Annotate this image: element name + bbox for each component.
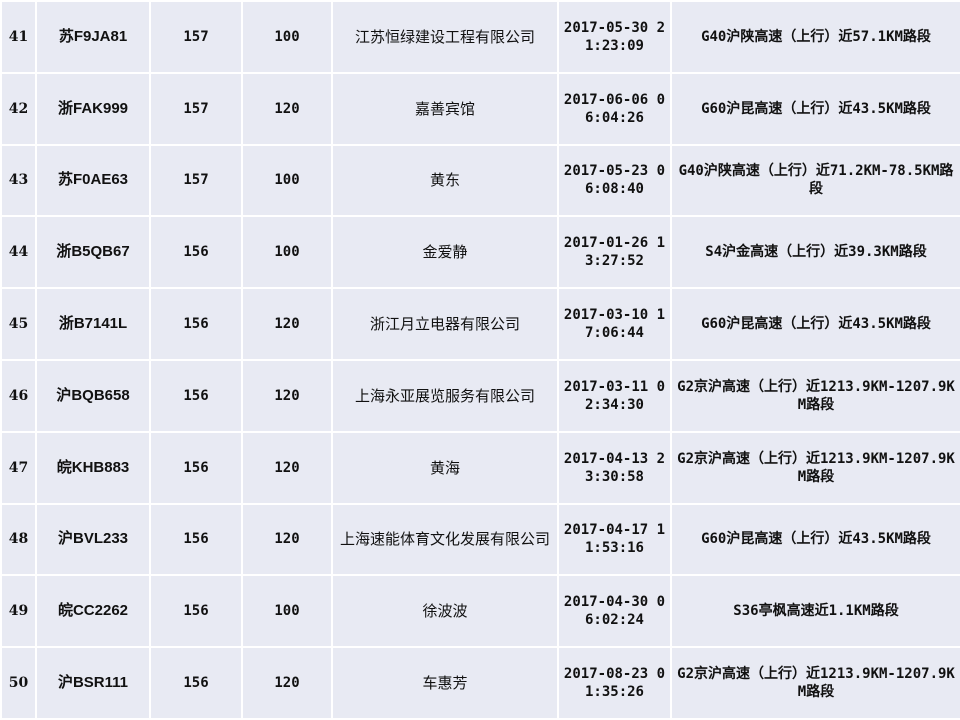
table-row: 50 沪BSR111 156 120 车惠芳 2017-08-23 01:35:26 G2京… bbox=[0, 646, 960, 720]
cell-timestamp: 2017-03-10 17:06:44 bbox=[557, 287, 672, 361]
cell-location: S4沪金高速（上行）近39.3KM路段 bbox=[670, 215, 960, 290]
cell-speed: 157 bbox=[149, 0, 243, 74]
cell-owner: 黄海 bbox=[331, 430, 559, 505]
cell-row-number: 41 bbox=[0, 0, 37, 74]
cell-speed: 156 bbox=[149, 215, 243, 290]
cell-plate-number: 苏F9JA81 bbox=[35, 0, 151, 74]
cell-timestamp: 2017-08-23 01:35:26 bbox=[557, 646, 672, 720]
table-row: 47 皖KHB883 156 120 黄海 2017-04-13 23:30:58 G2京沪… bbox=[0, 430, 960, 505]
table-row: 44 浙B5QB67 156 100 金爱静 2017-01-26 13:27:52 S4沪… bbox=[0, 215, 960, 290]
cell-speed: 157 bbox=[149, 143, 243, 218]
cell-owner: 嘉善宾馆 bbox=[331, 71, 559, 146]
cell-owner: 黄东 bbox=[331, 143, 559, 218]
cell-location: G40沪陕高速（上行）近71.2KM-78.5KM路段 bbox=[670, 143, 960, 218]
cell-timestamp: 2017-05-23 06:08:40 bbox=[557, 143, 672, 218]
cell-plate-number: 沪BQB658 bbox=[35, 358, 151, 433]
cell-row-number: 50 bbox=[0, 646, 37, 720]
table-row: 46 沪BQB658 156 120 上海永亚展览服务有限公司 2017-03-11 02… bbox=[0, 358, 960, 433]
cell-plate-number: 浙B5QB67 bbox=[35, 215, 151, 290]
cell-speed-limit: 120 bbox=[241, 287, 333, 361]
cell-owner: 浙江月立电器有限公司 bbox=[331, 287, 559, 361]
cell-speed-limit: 120 bbox=[241, 358, 333, 433]
cell-row-number: 43 bbox=[0, 143, 37, 218]
cell-location: G60沪昆高速（上行）近43.5KM路段 bbox=[670, 287, 960, 361]
cell-timestamp: 2017-04-30 06:02:24 bbox=[557, 574, 672, 649]
cell-plate-number: 浙FAK999 bbox=[35, 71, 151, 146]
cell-speed-limit: 120 bbox=[241, 430, 333, 505]
cell-timestamp: 2017-06-06 06:04:26 bbox=[557, 71, 672, 146]
cell-speed: 156 bbox=[149, 430, 243, 505]
cell-speed: 156 bbox=[149, 502, 243, 577]
cell-owner: 上海速能体育文化发展有限公司 bbox=[331, 502, 559, 577]
cell-owner: 金爱静 bbox=[331, 215, 559, 290]
cell-speed: 156 bbox=[149, 574, 243, 649]
cell-plate-number: 苏F0AE63 bbox=[35, 143, 151, 218]
cell-timestamp: 2017-03-11 02:34:30 bbox=[557, 358, 672, 433]
cell-speed-limit: 100 bbox=[241, 574, 333, 649]
cell-plate-number: 皖KHB883 bbox=[35, 430, 151, 505]
cell-speed: 156 bbox=[149, 646, 243, 720]
table-row: 48 沪BVL233 156 120 上海速能体育文化发展有限公司 2017-04-17 … bbox=[0, 502, 960, 577]
cell-row-number: 42 bbox=[0, 71, 37, 146]
cell-speed-limit: 120 bbox=[241, 502, 333, 577]
cell-row-number: 47 bbox=[0, 430, 37, 505]
cell-row-number: 48 bbox=[0, 502, 37, 577]
cell-timestamp: 2017-05-30 21:23:09 bbox=[557, 0, 672, 74]
cell-speed-limit: 120 bbox=[241, 71, 333, 146]
cell-plate-number: 沪BSR111 bbox=[35, 646, 151, 720]
cell-row-number: 45 bbox=[0, 287, 37, 361]
cell-speed: 156 bbox=[149, 287, 243, 361]
table-row: 43 苏F0AE63 157 100 黄东 2017-05-23 06:08:40 G40沪… bbox=[0, 143, 960, 218]
cell-timestamp: 2017-04-17 11:53:16 bbox=[557, 502, 672, 577]
cell-speed-limit: 100 bbox=[241, 143, 333, 218]
cell-plate-number: 浙B7141L bbox=[35, 287, 151, 361]
cell-location: G40沪陕高速（上行）近57.1KM路段 bbox=[670, 0, 960, 74]
cell-timestamp: 2017-04-13 23:30:58 bbox=[557, 430, 672, 505]
cell-plate-number: 皖CC2262 bbox=[35, 574, 151, 649]
cell-location: S36亭枫高速近1.1KM路段 bbox=[670, 574, 960, 649]
table-row: 45 浙B7141L 156 120 浙江月立电器有限公司 2017-03-10 17:0… bbox=[0, 287, 960, 361]
cell-row-number: 46 bbox=[0, 358, 37, 433]
cell-speed-limit: 100 bbox=[241, 215, 333, 290]
cell-location: G2京沪高速（上行）近1213.9KM-1207.9KM路段 bbox=[670, 430, 960, 505]
cell-row-number: 49 bbox=[0, 574, 37, 649]
cell-owner: 徐波波 bbox=[331, 574, 559, 649]
cell-speed: 156 bbox=[149, 358, 243, 433]
cell-speed-limit: 100 bbox=[241, 0, 333, 74]
table-row: 41 苏F9JA81 157 100 江苏恒绿建设工程有限公司 2017-05-30 21… bbox=[0, 0, 960, 74]
cell-owner: 上海永亚展览服务有限公司 bbox=[331, 358, 559, 433]
cell-row-number: 44 bbox=[0, 215, 37, 290]
cell-owner: 车惠芳 bbox=[331, 646, 559, 720]
cell-location: G2京沪高速（上行）近1213.9KM-1207.9KM路段 bbox=[670, 646, 960, 720]
table-row: 49 皖CC2262 156 100 徐波波 2017-04-30 06:02:24 S36… bbox=[0, 574, 960, 649]
cell-location: G60沪昆高速（上行）近43.5KM路段 bbox=[670, 71, 960, 146]
cell-location: G60沪昆高速（上行）近43.5KM路段 bbox=[670, 502, 960, 577]
cell-owner: 江苏恒绿建设工程有限公司 bbox=[331, 0, 559, 74]
table-row: 42 浙FAK999 157 120 嘉善宾馆 2017-06-06 06:04:26 G6… bbox=[0, 71, 960, 146]
cell-location: G2京沪高速（上行）近1213.9KM-1207.9KM路段 bbox=[670, 358, 960, 433]
cell-plate-number: 沪BVL233 bbox=[35, 502, 151, 577]
cell-speed-limit: 120 bbox=[241, 646, 333, 720]
cell-timestamp: 2017-01-26 13:27:52 bbox=[557, 215, 672, 290]
cell-speed: 157 bbox=[149, 71, 243, 146]
